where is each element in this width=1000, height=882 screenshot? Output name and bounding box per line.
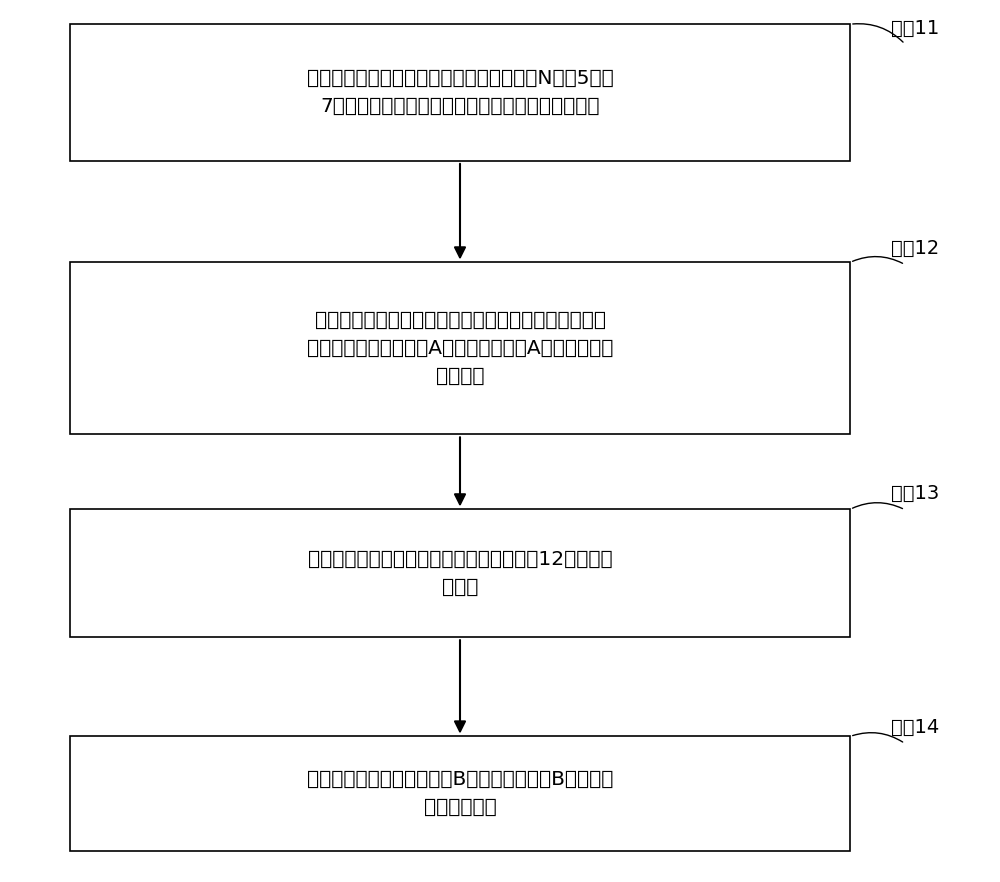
Text: 在胎压显示器工作状态下，当用户短按按键N次如5次或
7次，控制器控制显示页面进入轮胎匹配状态子菜单: 在胎压显示器工作状态下，当用户短按按键N次如5次或 7次，控制器控制显示页面进入… (307, 69, 613, 116)
FancyBboxPatch shape (70, 736, 850, 851)
FancyBboxPatch shape (70, 510, 850, 637)
Text: 步骤12: 步骤12 (891, 239, 939, 258)
FancyBboxPatch shape (70, 24, 850, 161)
Text: 在轮胎匹配状态子菜单中，接收到任意轮胎的充、放气
信号时，用户长按按键A秒，蜂鸣器蜂鸣A次，完成该轮
胎的匹配: 在轮胎匹配状态子菜单中，接收到任意轮胎的充、放气 信号时，用户长按按键A秒，蜂鸣… (307, 310, 613, 386)
Text: 步骤14: 步骤14 (891, 718, 939, 737)
Text: 短按按键至少一次，选择其他轮胎按照步骤12的方法进
行匹配: 短按按键至少一次，选择其他轮胎按照步骤12的方法进 行匹配 (308, 549, 612, 597)
FancyBboxPatch shape (70, 263, 850, 435)
Text: 步骤11: 步骤11 (891, 19, 939, 38)
Text: 轮胎匹配完成后，长按按键B秒，蜂鸣器蜂鸣B次，退出
轮胎匹配菜单: 轮胎匹配完成后，长按按键B秒，蜂鸣器蜂鸣B次，退出 轮胎匹配菜单 (307, 770, 613, 818)
Text: 步骤13: 步骤13 (891, 484, 939, 504)
